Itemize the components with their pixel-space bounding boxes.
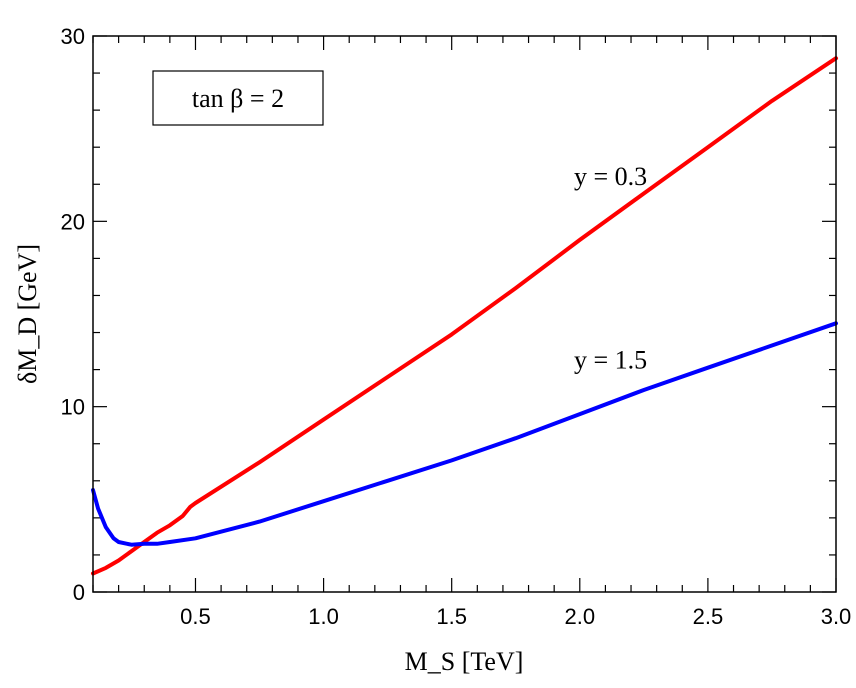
x-axis-title: M_S [TeV] [405, 647, 524, 676]
x-tick-label: 2.5 [693, 604, 724, 629]
labels-layer: 0.5 1.0 1.5 2.0 2.5 3.0 0 10 20 30 y = 0.3 y = 1.5 [61, 24, 852, 629]
x-tick-label: 2.0 [564, 604, 595, 629]
y-axis-title: δM_D [GeV] [13, 244, 42, 384]
y-tick-label: 20 [61, 209, 85, 234]
y-tick-label: 0 [73, 580, 85, 605]
series-line-1 [91, 56, 838, 576]
series-annotation-2: y = 1.5 [574, 345, 647, 374]
series-layer [91, 56, 838, 576]
legend-text: tan β = 2 [192, 84, 284, 113]
x-tick-label: 3.0 [821, 604, 852, 629]
x-tick-label: 0.5 [180, 604, 211, 629]
y-tick-label: 30 [61, 24, 85, 49]
series-line-2 [91, 321, 838, 547]
x-tick-label: 1.5 [436, 604, 467, 629]
y-tick-label: 10 [61, 395, 85, 420]
legend-box: tan β = 2 [152, 70, 324, 126]
x-tick-label: 1.0 [308, 604, 339, 629]
series-annotation-1: y = 0.3 [574, 162, 647, 191]
legend-frame [152, 70, 324, 126]
plot-frame [92, 35, 837, 593]
